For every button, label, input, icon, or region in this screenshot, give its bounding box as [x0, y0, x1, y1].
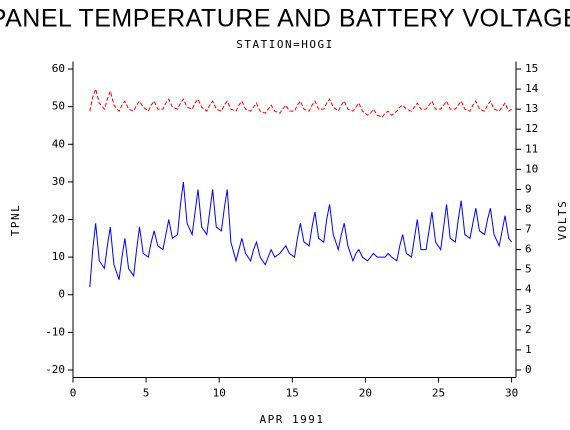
y2-tick-label: 5: [525, 263, 532, 276]
y2-tick-label: 9: [525, 182, 532, 195]
y2-tick-label: 2: [525, 323, 532, 336]
x-tick-label: 30: [505, 387, 518, 400]
y2-tick-label: 6: [525, 243, 532, 256]
y-tick-label: 40: [52, 137, 65, 150]
y2-tick-label: 1: [525, 343, 532, 356]
y2-tick-label: 14: [525, 82, 539, 95]
y2-tick-label: 10: [525, 162, 538, 175]
y2-tick-label: 12: [525, 122, 538, 135]
x-tick-label: 20: [359, 387, 372, 400]
y2-axis-label: VOLTS: [556, 200, 569, 241]
y-tick-label: 10: [52, 250, 65, 263]
y-tick-label: 60: [52, 62, 65, 75]
y2-tick-label: 7: [525, 223, 532, 236]
x-tick-label: 15: [286, 387, 299, 400]
y-tick-label: 0: [58, 288, 65, 301]
y-tick-label: 20: [52, 213, 65, 226]
data-line: [89, 181, 513, 288]
y2-tick-label: 15: [525, 62, 538, 75]
y-tick-label: 50: [52, 100, 65, 113]
y2-tick-label: 13: [525, 102, 538, 115]
y2-tick-label: 3: [525, 303, 532, 316]
data-line: [89, 87, 512, 118]
chart-subtitle: STATION=HOGI: [236, 38, 333, 51]
y-tick-label: 30: [52, 175, 65, 188]
x-tick-label: 5: [143, 387, 150, 400]
y-axis-label: TPNL: [9, 204, 22, 237]
y2-tick-label: 0: [525, 363, 532, 376]
y-tick-label: -10: [45, 325, 65, 338]
chart-title: PANEL TEMPERATURE AND BATTERY VOLTAGE: [0, 5, 570, 33]
y2-tick-label: 11: [525, 142, 538, 155]
y2-tick-label: 4: [525, 283, 532, 296]
x-tick-label: 25: [432, 387, 445, 400]
x-axis-label: APR 1991: [260, 413, 325, 426]
x-tick-label: 10: [213, 387, 226, 400]
x-tick-label: 0: [70, 387, 77, 400]
y2-tick-label: 8: [525, 202, 532, 215]
y-tick-label: -20: [45, 363, 65, 376]
